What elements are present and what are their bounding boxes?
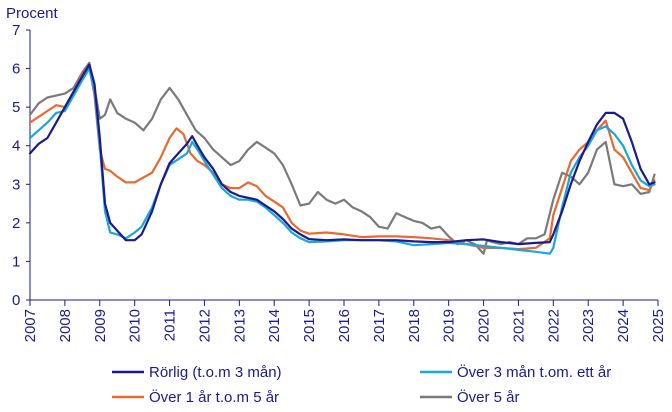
y-axis-label: Procent — [6, 5, 59, 22]
x-tick-label: 2012 — [196, 309, 213, 342]
x-tick-label: 2024 — [615, 309, 632, 342]
legend-label: Rörlig (t.o.m 3 mån) — [149, 364, 282, 381]
y-tick-label: 7 — [12, 22, 20, 39]
series-line-2 — [28, 67, 656, 255]
series-line-3 — [28, 65, 656, 251]
y-tick-label: 1 — [12, 253, 20, 270]
legend-label: Över 3 mån t.om. ett år — [457, 363, 611, 381]
x-tick-label: 2007 — [22, 309, 39, 342]
series-line-1 — [28, 63, 656, 246]
x-tick-label: 2019 — [441, 309, 458, 342]
x-tick-label: 2014 — [266, 309, 283, 342]
y-tick-label: 3 — [12, 176, 20, 193]
series-line-4 — [28, 61, 656, 255]
x-axis: 2007 2008 2009 2010 2011 2012 2013 2014 2015 2016… — [22, 299, 667, 342]
x-tick-label: 2017 — [371, 309, 388, 342]
legend: Rörlig (t.o.m 3 mån) Över 3 mån t.om. ett… — [112, 363, 611, 406]
x-tick-label: 2020 — [476, 309, 493, 342]
x-tick-label: 2022 — [545, 309, 562, 342]
x-tick-label: 2008 — [57, 309, 74, 342]
x-tick-label: 2011 — [162, 309, 179, 341]
y-tick-label: 0 — [12, 292, 20, 309]
x-tick-label: 2025 — [650, 309, 667, 342]
y-tick-label: 2 — [12, 215, 20, 232]
x-tick-label: 2009 — [92, 309, 109, 342]
x-tick-label: 2023 — [580, 309, 597, 342]
x-tick-label: 2016 — [336, 309, 353, 342]
legend-label: Över 1 år t.o.m 5 år — [149, 388, 279, 406]
y-tick-label: 5 — [12, 99, 20, 116]
x-tick-label: 2021 — [510, 309, 527, 342]
plot-area — [28, 61, 656, 255]
y-tick-label: 4 — [12, 138, 20, 155]
y-tick-label: 6 — [12, 61, 20, 78]
x-tick-label: 2013 — [231, 309, 248, 342]
legend-label: Över 5 år — [457, 388, 520, 406]
x-tick-label: 2010 — [127, 309, 144, 342]
x-tick-label: 2015 — [301, 309, 318, 342]
y-axis: 0 1 2 3 4 5 6 7 — [12, 22, 31, 309]
x-tick-label: 2018 — [406, 309, 423, 342]
